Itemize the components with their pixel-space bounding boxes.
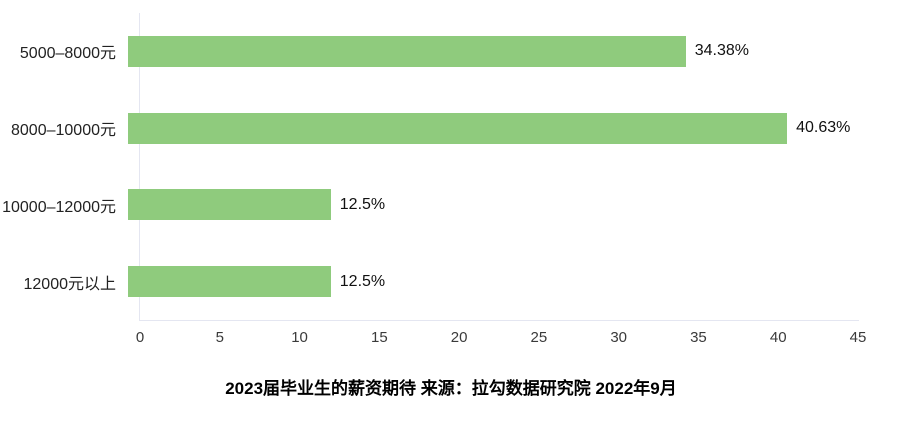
x-tick-label: 25 [530, 329, 548, 346]
x-tick-label: 35 [690, 329, 707, 346]
x-tick-label: 40 [769, 329, 787, 346]
x-tick-label: 30 [610, 329, 627, 346]
category-label: 12000元以上 [23, 275, 117, 293]
value-label: 12.5% [339, 195, 386, 213]
x-tick-label: 45 [849, 329, 867, 346]
value-label: 40.63% [796, 119, 851, 137]
x-axis-line [139, 320, 859, 321]
bar-track: 12.5% [128, 266, 858, 298]
x-tick-label: 20 [450, 329, 468, 346]
x-tick-label: 10 [291, 329, 308, 346]
category-label: 8000–10000元 [11, 122, 116, 140]
y-axis-line [139, 13, 140, 321]
bar-track: 12.5% [128, 189, 858, 221]
bar-row: 5000–8000元 34.38% [0, 13, 858, 90]
value-label: 12.5% [339, 272, 386, 290]
category-label: 10000–12000元 [2, 198, 116, 216]
value-label: 34.38% [694, 42, 749, 60]
x-axis: 0 5 10 15 20 25 30 35 40 45 [136, 329, 867, 349]
bar-track: 34.38% [128, 35, 858, 67]
bar-row: 10000–12000元 12.5% [0, 167, 858, 244]
bar [128, 112, 788, 144]
bar-track: 40.63% [128, 112, 858, 144]
chart-title: 2023届毕业生的薪资期待 来源：拉勾数据研究院 2022年9月 [225, 379, 677, 398]
category-label: 5000–8000元 [19, 45, 116, 63]
bar [128, 189, 331, 221]
plot-area: 5000–8000元 34.38% 8000–10000元 40.63% 10000–1… [0, 13, 858, 320]
bar [128, 35, 686, 67]
bar [128, 266, 331, 298]
x-tick-label: 5 [215, 329, 224, 346]
bar-row: 8000–10000元 40.63% [0, 90, 858, 167]
bar-row: 12000元以上 12.5% [0, 243, 858, 320]
x-tick-label: 0 [135, 329, 145, 346]
x-tick-label: 15 [370, 329, 388, 346]
